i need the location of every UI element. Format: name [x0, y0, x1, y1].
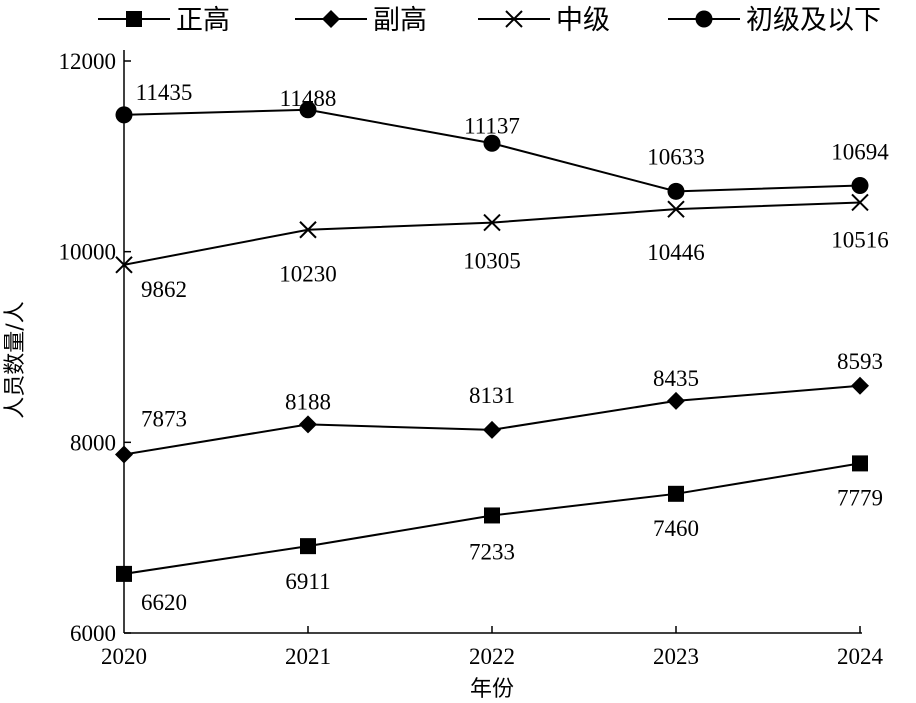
data-point: [115, 445, 133, 464]
data-label: 10633: [647, 144, 705, 169]
data-point: [851, 193, 869, 212]
data-label: 8593: [837, 349, 883, 374]
legend-label: 中级: [556, 5, 610, 36]
legend-marker: [126, 11, 142, 27]
x-tick-label: 2023: [653, 644, 699, 669]
data-label: 8131: [469, 383, 515, 408]
data-label: 10694: [831, 140, 889, 165]
data-label: 11137: [464, 113, 520, 138]
data-label: 8188: [285, 389, 331, 414]
data-label: 6620: [141, 590, 187, 615]
data-point: [668, 485, 684, 502]
data-point: [667, 391, 685, 410]
data-label: 7233: [469, 539, 515, 564]
data-point: [483, 134, 501, 152]
y-tick-label: 8000: [70, 430, 116, 455]
series-circle: [115, 101, 869, 200]
data-point: [667, 182, 685, 200]
data-label: 9862: [141, 277, 187, 302]
data-point: [851, 177, 869, 195]
y-tick-label: 6000: [70, 621, 116, 646]
data-point: [115, 256, 133, 274]
data-label: 10230: [279, 262, 337, 287]
series-diamond: [115, 376, 869, 464]
data-point: [299, 415, 317, 434]
legend-label: 副高: [373, 5, 427, 36]
data-point: [116, 565, 132, 582]
legend: 正高 副高 中级 初级及以下: [98, 5, 881, 36]
legend-item: 初级及以下: [668, 5, 881, 36]
data-label: 11435: [136, 80, 193, 105]
data-point: [667, 200, 685, 218]
x-tick-label: 2021: [285, 644, 331, 669]
legend-item: 副高: [295, 5, 427, 36]
x-axis-title: 年份: [470, 677, 514, 702]
data-label: 7460: [653, 516, 699, 541]
data-label: 6911: [285, 569, 330, 594]
legend-marker: [322, 10, 340, 28]
data-label: 7873: [141, 406, 187, 431]
legend-item: 中级: [478, 5, 610, 36]
legend-label: 初级及以下: [746, 5, 881, 36]
data-label: 11488: [280, 86, 337, 111]
data-point: [851, 376, 869, 395]
data-point: [484, 507, 500, 524]
data-point: [115, 106, 133, 124]
axes: 6000 8000 10000 12000 2020 2021 2022 2023 2024: [59, 49, 884, 669]
x-tick-label: 2020: [101, 644, 147, 669]
legend-item: 正高: [98, 5, 230, 36]
legend-marker: [695, 10, 713, 28]
data-label: 10446: [647, 240, 705, 265]
legend-marker: [505, 10, 523, 28]
data-point: [299, 221, 317, 239]
data-point: [300, 538, 316, 555]
y-tick-label: 12000: [59, 49, 117, 74]
series-cross: [115, 193, 869, 274]
x-tick-label: 2022: [469, 644, 515, 669]
x-tick-label: 2024: [837, 644, 884, 669]
series-square: [116, 455, 868, 582]
data-point: [852, 455, 868, 472]
data-label: 7779: [837, 485, 883, 510]
data-point: [483, 213, 501, 232]
legend-label: 正高: [176, 5, 230, 36]
data-point: [483, 420, 501, 439]
data-point: [299, 101, 317, 119]
data-label: 10305: [463, 249, 521, 274]
series-layer: [115, 101, 869, 582]
data-labels: 6620 6911 7233 7460 7779 7873 8188 8131 8435 8593…: [136, 80, 890, 615]
data-label: 10516: [831, 227, 889, 252]
y-axis-title: 人员数量/人: [3, 301, 28, 418]
data-label: 8435: [653, 366, 699, 391]
y-tick-label: 10000: [59, 240, 117, 265]
